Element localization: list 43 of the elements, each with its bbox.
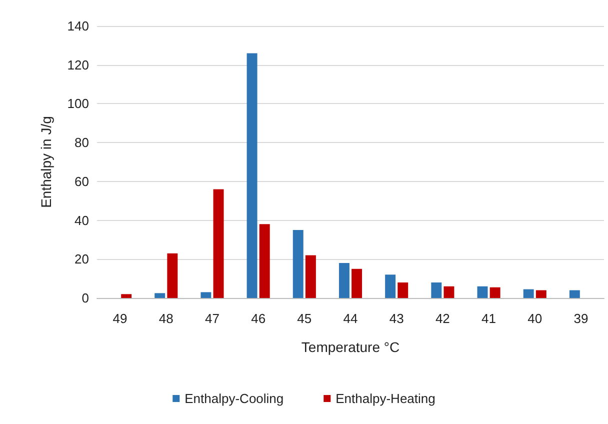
x-tick-label: 44	[343, 311, 358, 326]
bar	[569, 290, 580, 298]
x-tick-label: 46	[251, 311, 266, 326]
legend-label: Enthalpy-Heating	[336, 391, 436, 406]
bar	[213, 189, 224, 298]
x-tick-label: 40	[528, 311, 542, 326]
bar	[259, 224, 270, 298]
y-tick-label: 0	[82, 290, 89, 306]
y-axis-title: Enthalpy in J/g	[38, 116, 54, 208]
bar	[398, 282, 408, 298]
bar	[523, 289, 534, 298]
bar	[292, 230, 304, 298]
bar	[305, 255, 316, 298]
x-tick-label: 45	[297, 311, 312, 326]
y-tick-label: 140	[67, 18, 89, 34]
x-tick-label: 39	[574, 311, 588, 326]
bar	[444, 286, 454, 298]
bar	[154, 293, 166, 298]
legend-label: Enthalpy-Cooling	[184, 391, 284, 406]
x-tick-label: 48	[158, 311, 174, 326]
y-tick-label: 100	[67, 96, 89, 112]
bar	[200, 292, 212, 298]
bar	[352, 268, 362, 298]
x-tick-label: 47	[204, 311, 220, 326]
y-tick-label: 40	[74, 212, 89, 228]
x-tick-label: 49	[112, 311, 128, 326]
y-tick-label: 60	[74, 174, 89, 189]
x-axis-title: Temperature °C	[301, 339, 400, 355]
bar	[536, 290, 546, 298]
bar	[385, 274, 396, 298]
bar	[121, 294, 132, 298]
x-tick-label: 43	[389, 311, 404, 326]
y-tick-label: 80	[74, 135, 89, 150]
bar	[431, 282, 442, 298]
bar	[246, 53, 258, 298]
y-tick-label: 20	[74, 252, 89, 267]
x-tick-label: 41	[482, 311, 496, 326]
bar	[490, 287, 500, 298]
x-tick-label: 42	[435, 311, 450, 326]
y-tick-label: 120	[67, 57, 89, 72]
bar	[338, 263, 350, 298]
bar	[167, 253, 178, 298]
bar	[477, 286, 488, 298]
